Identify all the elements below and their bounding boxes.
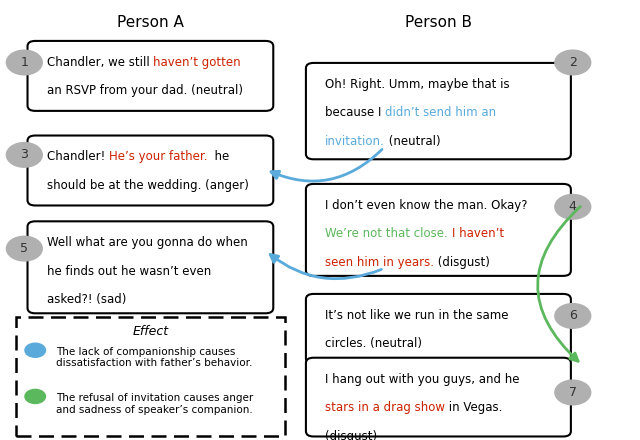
Circle shape	[6, 50, 42, 75]
Text: should be at the wedding. (anger): should be at the wedding. (anger)	[47, 179, 248, 192]
Text: The lack of companionship causes
dissatisfaction with father’s behavior.: The lack of companionship causes dissati…	[56, 347, 252, 368]
Text: (neutral): (neutral)	[385, 135, 440, 148]
Text: I hang out with you guys, and he: I hang out with you guys, and he	[325, 373, 520, 386]
FancyBboxPatch shape	[28, 41, 273, 111]
Text: 4: 4	[569, 200, 577, 213]
Circle shape	[25, 389, 45, 403]
Circle shape	[555, 194, 591, 219]
FancyBboxPatch shape	[306, 184, 571, 276]
Text: 7: 7	[569, 386, 577, 399]
Text: 6: 6	[569, 309, 577, 323]
Text: circles. (neutral): circles. (neutral)	[325, 337, 422, 351]
Text: asked?! (sad): asked?! (sad)	[47, 293, 126, 307]
Text: an RSVP from your dad. (neutral): an RSVP from your dad. (neutral)	[47, 84, 243, 98]
Text: Chandler!: Chandler!	[47, 150, 109, 164]
Circle shape	[555, 50, 591, 75]
Text: Chandler, we still: Chandler, we still	[47, 56, 153, 69]
Circle shape	[25, 343, 45, 357]
Text: Effect: Effect	[132, 325, 168, 338]
Text: he finds out he wasn’t even: he finds out he wasn’t even	[47, 265, 211, 278]
Text: didn’t send him an: didn’t send him an	[385, 106, 497, 120]
Text: I haven’t: I haven’t	[452, 227, 504, 241]
Text: It’s not like we run in the same: It’s not like we run in the same	[325, 309, 509, 322]
FancyBboxPatch shape	[28, 221, 273, 313]
Text: (disgust): (disgust)	[325, 430, 377, 440]
Text: 3: 3	[20, 148, 28, 161]
Text: 5: 5	[20, 242, 28, 255]
Circle shape	[555, 380, 591, 405]
Circle shape	[6, 236, 42, 261]
Text: seen him in years.: seen him in years.	[325, 256, 434, 269]
Circle shape	[555, 304, 591, 328]
FancyBboxPatch shape	[28, 136, 273, 205]
Text: (disgust): (disgust)	[434, 256, 490, 269]
Text: Well what are you gonna do when: Well what are you gonna do when	[47, 236, 248, 249]
Text: Person B: Person B	[405, 15, 472, 30]
Text: haven’t gotten: haven’t gotten	[153, 56, 241, 69]
FancyBboxPatch shape	[306, 63, 571, 159]
Text: He’s your father.: He’s your father.	[109, 150, 207, 164]
Text: in Vegas.: in Vegas.	[445, 401, 502, 414]
Text: invitation.: invitation.	[325, 135, 385, 148]
Text: 1: 1	[20, 56, 28, 69]
Text: I don’t even know the man. Okay?: I don’t even know the man. Okay?	[325, 199, 527, 212]
FancyBboxPatch shape	[306, 358, 571, 436]
Text: he: he	[207, 150, 230, 164]
Text: Person A: Person A	[117, 15, 184, 30]
Text: because I: because I	[325, 106, 385, 120]
FancyBboxPatch shape	[16, 317, 285, 436]
Text: stars in a drag show: stars in a drag show	[325, 401, 445, 414]
FancyBboxPatch shape	[306, 294, 571, 364]
Circle shape	[6, 143, 42, 167]
Text: 2: 2	[569, 56, 577, 69]
Text: We’re not that close.: We’re not that close.	[325, 227, 448, 241]
Text: Oh! Right. Umm, maybe that is: Oh! Right. Umm, maybe that is	[325, 78, 509, 91]
Text: The refusal of invitation causes anger
and sadness of speaker’s companion.: The refusal of invitation causes anger a…	[56, 393, 253, 414]
